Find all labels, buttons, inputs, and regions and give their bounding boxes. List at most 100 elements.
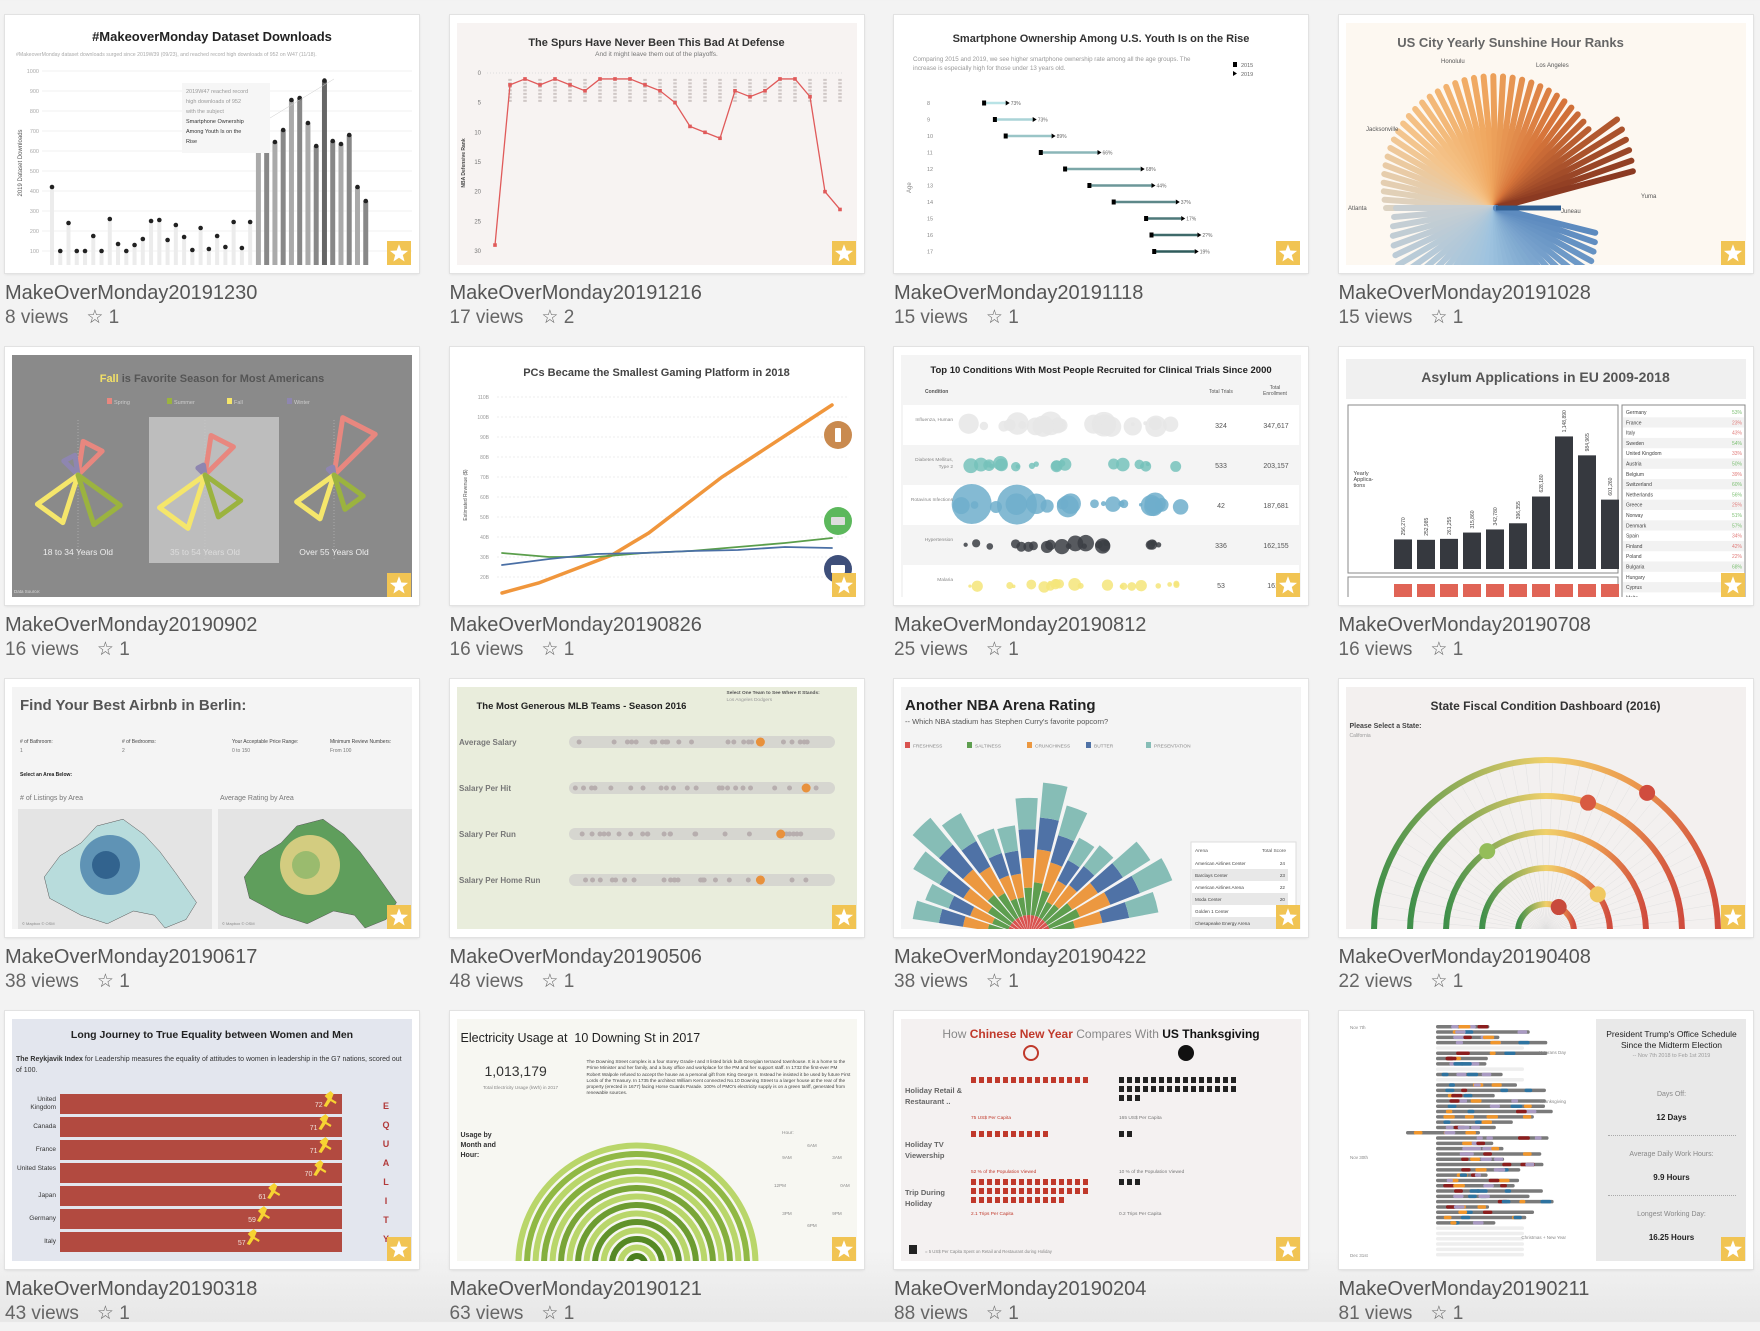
schedule-segment [1449, 1221, 1457, 1225]
country-rate: 23% [1731, 420, 1742, 426]
map-heading: Average Rating by Area [220, 795, 294, 802]
pictogram-unit [1003, 1131, 1008, 1137]
workbook-title-link[interactable]: MakeOverMonday20190826 [449, 614, 702, 636]
favorite-star-icon[interactable] [387, 1237, 411, 1261]
state-marker [1589, 886, 1606, 903]
workbook-title-link[interactable]: MakeOverMonday20191118 [894, 282, 1144, 304]
workbook-title-link[interactable]: MakeOverMonday20190812 [894, 614, 1147, 636]
workbook-thumbnail[interactable]: How Chinese New Year Compares With US Th… [894, 1011, 1308, 1269]
workbook-thumbnail[interactable]: Electricity Usage at 10 Downing St in 20… [449, 1011, 864, 1269]
star-outline-icon: ☆ [541, 971, 564, 992]
favorite-star-icon[interactable] [831, 1237, 856, 1261]
favorite-star-icon[interactable] [831, 241, 856, 265]
workbook-title-link[interactable]: MakeOverMonday20190318 [5, 1278, 258, 1300]
workbook-thumbnail[interactable]: Another NBA Arena Rating -- Which NBA sta… [894, 679, 1308, 937]
workbook-title-link[interactable]: MakeOverMonday20190708 [1338, 614, 1591, 636]
thumbnail-graphic: © Mapbox © OSM © Mapbox © OSM [18, 809, 412, 929]
rating-segment [938, 844, 974, 880]
marker-2019 [1175, 199, 1180, 205]
team-dot [684, 785, 690, 791]
workbook-thumbnail[interactable]: PCs Became the Smallest Gaming Platform … [449, 347, 864, 605]
workbook-card: Nov 7th Veterans Day Thanksgiving Nov 30th C… [1338, 1011, 1753, 1331]
workbook-title-link[interactable]: MakeOverMonday20190506 [449, 946, 702, 968]
filter-label: Minimum Review Numbers: [330, 739, 392, 745]
schedule-segment [1475, 1189, 1488, 1193]
workbook-thumbnail[interactable]: State Fiscal Condition Dashboard (2016) P… [1338, 679, 1753, 937]
favorite-star-icon[interactable] [387, 241, 411, 265]
favorite-star-icon[interactable] [1276, 1237, 1300, 1261]
description-paragraph: The Downing Street complex is a four sto… [586, 1059, 851, 1096]
thumbnail-title: The Spurs Have Never Been This Bad At De… [528, 37, 785, 49]
workbook-thumbnail[interactable]: Nov 7th Veterans Day Thanksgiving Nov 30th C… [1338, 1011, 1753, 1269]
favorite-star-icon[interactable] [1720, 905, 1745, 929]
season-triangle [61, 452, 81, 478]
rank-marker [702, 130, 707, 135]
workbook-title-link[interactable]: MakeOverMonday20190617 [5, 946, 258, 968]
favorite-star-icon[interactable] [1720, 1237, 1745, 1261]
workbook-title-link[interactable]: MakeOverMonday20191028 [1338, 282, 1591, 304]
favorite-star-icon[interactable] [1720, 573, 1745, 597]
trial-bubble [1058, 460, 1066, 467]
metric-label: Average Salary [459, 738, 517, 747]
workbook-thumbnail[interactable]: Find Your Best Airbnb in Berlin: # of Bat… [5, 679, 419, 937]
favorite-star-icon[interactable] [831, 905, 856, 929]
team-dot [663, 785, 669, 791]
trial-bubble [1162, 416, 1179, 432]
workbook-title-link[interactable]: MakeOverMonday20190902 [5, 614, 258, 636]
data-point [231, 219, 236, 225]
workbook-thumbnail[interactable]: Long Journey to True Equality between Wo… [5, 1011, 419, 1269]
workbook-thumbnail[interactable]: Fall is Favorite Season for Most America… [5, 347, 419, 605]
y-tick-label: 700 [30, 129, 39, 135]
workbook-thumbnail[interactable]: The Spurs Have Never Been This Bad At De… [449, 15, 864, 273]
workbook-thumbnail[interactable]: Smartphone Ownership Among U.S. Youth Is… [894, 15, 1308, 273]
bar [182, 237, 187, 265]
y-tick-label: 500 [30, 169, 39, 175]
rating-segment [1010, 922, 1020, 929]
favorite-star-icon[interactable] [387, 905, 411, 929]
timeline-label: Nov 7th [1350, 1025, 1366, 1030]
pictogram-unit [979, 1077, 984, 1083]
workbook-title-link[interactable]: MakeOverMonday20190211 [1338, 1278, 1590, 1300]
favorite-star-icon[interactable] [1276, 573, 1300, 597]
timeline-label: Nov 30th [1350, 1155, 1369, 1160]
workbook-title-link[interactable]: MakeOverMonday20190121 [449, 1278, 702, 1300]
schedule-segment [1510, 1104, 1522, 1108]
workbook-thumbnail[interactable]: Top 10 Conditions With Most People Recru… [894, 347, 1308, 605]
legend-swatch [167, 398, 172, 404]
workbook-thumbnail[interactable]: US City Yearly Sunshine Hour Ranks Honolu… [1338, 15, 1753, 273]
favorite-star-icon[interactable] [387, 573, 411, 597]
schedule-segment [1454, 1030, 1466, 1034]
hour-tick: 0AM [840, 1183, 850, 1188]
favorite-star-icon[interactable] [1720, 241, 1745, 265]
thumbnail-graphic: 324 347,617 533 203,157 42 187,681 336 162,155 5… [903, 405, 1299, 597]
workbook-thumbnail[interactable]: Asylum Applications in EU 2009-2018 Yearl… [1338, 347, 1753, 605]
schedule-segment [1517, 1136, 1530, 1140]
workbook-title-link[interactable]: MakeOverMonday20190422 [894, 946, 1147, 968]
workbook-thumbnail[interactable]: #MakeoverMonday Dataset Downloads #Makeov… [5, 15, 419, 273]
schedule-segment [1450, 1025, 1459, 1029]
workbook-thumbnail[interactable]: The Most Generous MLB Teams - Season 201… [449, 679, 864, 937]
bar [346, 135, 352, 265]
country-name: Malta [1626, 595, 1638, 597]
age-label: 12 [927, 167, 933, 173]
workbook-title-link[interactable]: MakeOverMonday20191230 [5, 282, 258, 304]
favorite-star-icon[interactable] [831, 573, 856, 597]
workbook-stats: 15 views ☆ 1 [894, 306, 1019, 329]
thumbnail-title: How Chinese New Year Compares With US Th… [901, 1027, 1301, 1041]
rank-marker [567, 83, 572, 87]
favorite-star-icon[interactable] [1276, 905, 1300, 929]
schedule-segment [1524, 1088, 1532, 1093]
country-label: Italy [44, 1238, 56, 1245]
workbook-title-link[interactable]: MakeOverMonday20190204 [894, 1278, 1147, 1300]
pictogram-unit [1011, 1197, 1016, 1203]
trial-bubble [1101, 416, 1122, 437]
rank-marker [687, 124, 692, 129]
workbook-title-link[interactable]: MakeOverMonday20190408 [1338, 946, 1591, 968]
y-tick-label: 40B [480, 535, 490, 541]
y-tick-label: 15 [474, 160, 481, 166]
rating-segment [962, 869, 995, 901]
workbook-title-link[interactable]: MakeOverMonday20191216 [449, 282, 702, 304]
rating-segment [1038, 901, 1053, 920]
favorite-star-icon[interactable] [1276, 241, 1300, 265]
workbook-stats: 48 views ☆ 1 [450, 970, 575, 993]
